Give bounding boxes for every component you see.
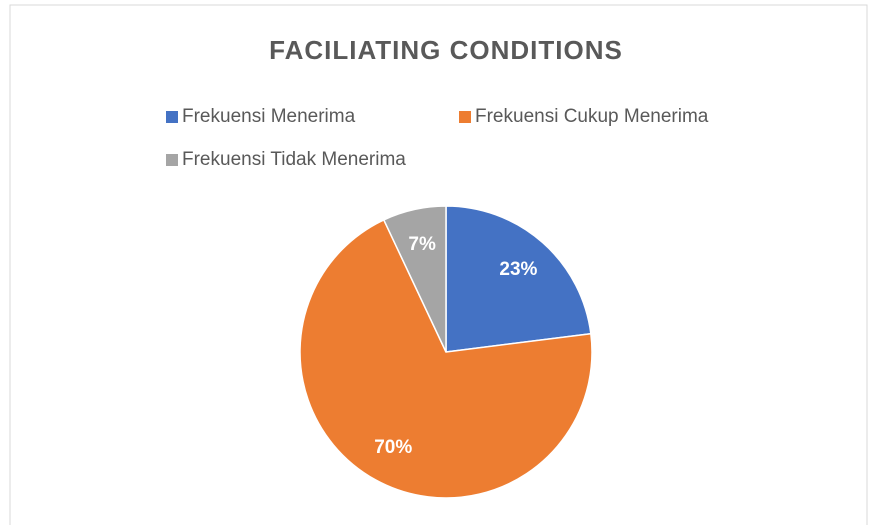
pie-slice — [445, 205, 592, 353]
legend-label: Frekuensi Cukup Menerima — [475, 106, 709, 127]
data-label: 7% — [408, 234, 436, 255]
legend-swatch — [166, 111, 178, 123]
pie-slice — [299, 218, 593, 499]
data-label: 70% — [374, 437, 412, 458]
data-label: 23% — [499, 259, 537, 280]
legend-swatch — [166, 154, 178, 166]
legend-label: Frekuensi Menerima — [182, 106, 356, 127]
chart-title: FACILIATING CONDITIONS — [269, 35, 623, 65]
legend-swatch — [459, 111, 471, 123]
pie-slice — [382, 205, 447, 353]
legend-label: Frekuensi Tidak Menerima — [182, 149, 406, 170]
